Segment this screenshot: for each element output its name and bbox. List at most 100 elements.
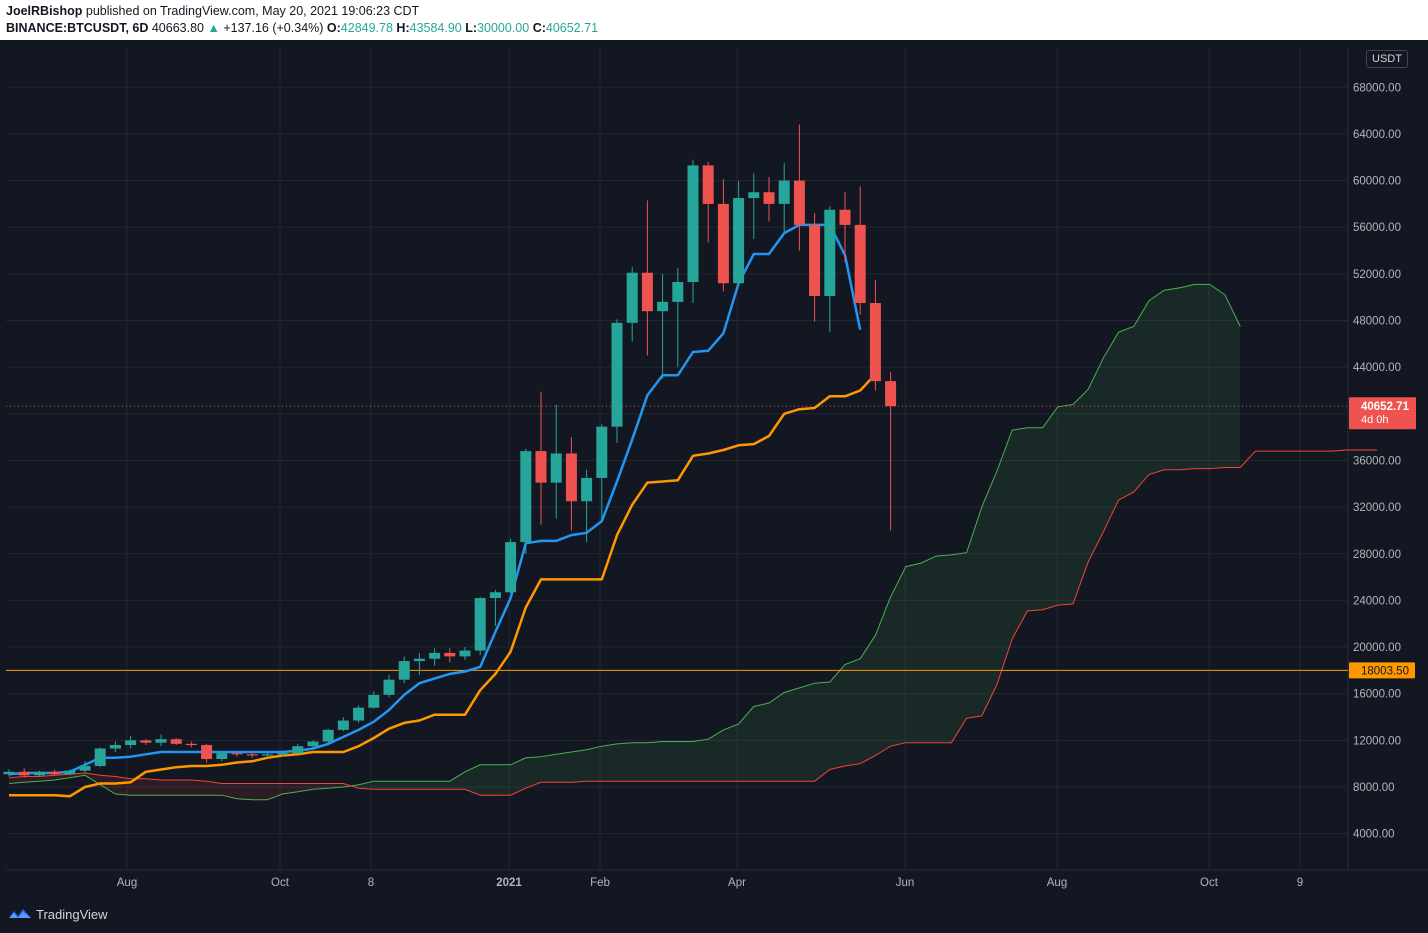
candle-body[interactable] xyxy=(535,451,547,483)
candle-body[interactable] xyxy=(672,282,684,302)
candle-body[interactable] xyxy=(763,192,775,204)
cloud-segment xyxy=(495,764,511,796)
author-name[interactable]: JoelRBishop xyxy=(6,4,83,18)
open-value: 42849.78 xyxy=(340,21,393,35)
candle-body[interactable] xyxy=(79,766,91,771)
candle-body[interactable] xyxy=(413,658,425,662)
cloud-segment xyxy=(875,596,891,756)
currency-unit-button[interactable]: USDT xyxy=(1366,50,1408,68)
candle-body[interactable] xyxy=(322,729,334,742)
candle-body[interactable] xyxy=(869,303,881,382)
candle-body[interactable] xyxy=(581,477,593,502)
cloud-segment xyxy=(1103,332,1119,532)
cloud-segment xyxy=(525,756,541,789)
candle-body[interactable] xyxy=(383,679,395,695)
candle-body[interactable] xyxy=(565,453,577,502)
cloud-segment xyxy=(39,775,55,782)
candle-body[interactable] xyxy=(885,381,897,407)
candle-body[interactable] xyxy=(33,771,45,776)
candle-body[interactable] xyxy=(474,598,486,651)
candle-body[interactable] xyxy=(398,661,410,680)
cloud-segment xyxy=(921,556,937,743)
candle-body[interactable] xyxy=(170,739,182,744)
candle-body[interactable] xyxy=(216,753,228,760)
base-line xyxy=(9,373,877,798)
leading-span-a-line xyxy=(8,283,1241,801)
cloud-segment xyxy=(252,783,268,800)
candle-body[interactable] xyxy=(793,180,805,225)
symbol-label[interactable]: BINANCE:BTCUSDT, 6D xyxy=(6,21,149,35)
cloud-segment xyxy=(1194,284,1210,469)
candle-body[interactable] xyxy=(246,754,258,756)
cloud-segment xyxy=(313,783,329,790)
cloud-segment xyxy=(1088,357,1104,562)
candle-body[interactable] xyxy=(520,451,532,543)
candle-body[interactable] xyxy=(140,740,152,743)
candle-body[interactable] xyxy=(292,746,304,754)
cloud-segment xyxy=(1012,427,1028,639)
candle-body[interactable] xyxy=(429,652,441,659)
price-chart[interactable]: 4000.00 8000.00 12000.00 16000.00 20000.00 24… xyxy=(0,40,1428,898)
candle-body[interactable] xyxy=(444,652,456,657)
cloud-segment xyxy=(404,781,420,790)
candle-body[interactable] xyxy=(261,754,273,756)
candle-body[interactable] xyxy=(611,322,623,427)
candle-body[interactable] xyxy=(307,741,319,747)
candle-body[interactable] xyxy=(809,224,821,297)
candle-body[interactable] xyxy=(185,743,197,746)
candle-body[interactable] xyxy=(626,272,638,323)
published-text: published on TradingView.com, May 20, 20… xyxy=(85,4,420,18)
candle-body[interactable] xyxy=(596,426,608,478)
candle-body[interactable] xyxy=(702,165,714,204)
cloud-segment xyxy=(723,724,739,782)
low-value: 30000.00 xyxy=(477,21,530,35)
publish-line: JoelRBishop published on TradingView.com… xyxy=(6,3,598,20)
candle-body[interactable] xyxy=(489,592,501,599)
candle-body[interactable] xyxy=(125,740,137,746)
cloud-segment xyxy=(191,780,207,796)
candle-body[interactable] xyxy=(733,198,745,284)
candle-body[interactable] xyxy=(109,745,121,749)
y-tick-label: 52000.00 xyxy=(1353,269,1401,281)
candle-body[interactable] xyxy=(201,745,213,760)
candle-body[interactable] xyxy=(854,224,866,304)
candle-body[interactable] xyxy=(231,753,243,755)
x-tick-label: Apr xyxy=(728,877,746,889)
candle-body[interactable] xyxy=(505,542,517,593)
candle-body[interactable] xyxy=(155,739,167,743)
hline-price-badge xyxy=(1349,662,1415,679)
candle-body[interactable] xyxy=(337,720,349,730)
tradingview-brand[interactable]: TradingView xyxy=(8,906,108,922)
candle-body[interactable] xyxy=(717,203,729,284)
candle-body[interactable] xyxy=(687,165,699,283)
candle-body[interactable] xyxy=(641,272,653,312)
candle-body[interactable] xyxy=(49,771,61,775)
candle-body[interactable] xyxy=(778,180,790,204)
cloud-segment xyxy=(373,781,389,790)
y-tick-label: 12000.00 xyxy=(1353,735,1401,747)
cloud-segment xyxy=(9,776,25,784)
cloud-segment xyxy=(860,635,876,764)
last-price-badge xyxy=(1349,397,1416,430)
candle-body[interactable] xyxy=(18,771,30,776)
cloud-segment xyxy=(951,552,967,743)
cloud-segment xyxy=(1149,290,1165,475)
candle-body[interactable] xyxy=(3,771,15,775)
candle-body[interactable] xyxy=(657,301,669,312)
cloud-segment xyxy=(677,741,693,782)
candle-body[interactable] xyxy=(550,453,562,483)
candle-body[interactable] xyxy=(277,753,289,755)
candle-body[interactable] xyxy=(353,707,365,721)
candle-body[interactable] xyxy=(368,694,380,708)
cloud-segment xyxy=(1225,294,1241,468)
cloud-segment xyxy=(480,764,496,796)
candle-body[interactable] xyxy=(64,770,76,775)
candle-body[interactable] xyxy=(459,650,471,657)
candle-body[interactable] xyxy=(824,209,836,297)
candle-body[interactable] xyxy=(839,209,851,225)
y-tick-label: 64000.00 xyxy=(1353,129,1401,141)
candle-body[interactable] xyxy=(94,748,106,767)
candle-body[interactable] xyxy=(748,192,760,199)
y-tick-label: 44000.00 xyxy=(1353,362,1401,374)
change-up-icon: ▲ xyxy=(207,21,220,35)
